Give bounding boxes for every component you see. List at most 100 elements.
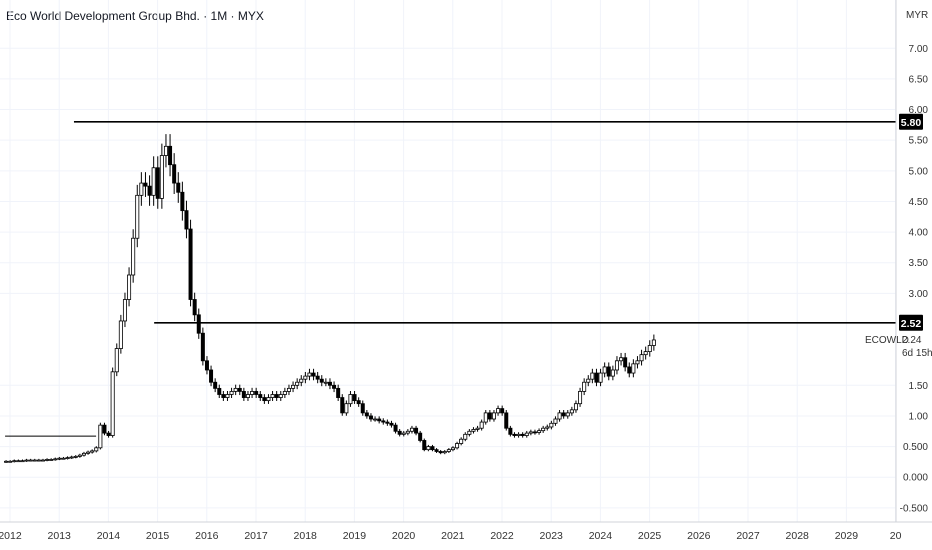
- x-tick-label: 2014: [97, 530, 121, 542]
- candles: [4, 134, 656, 463]
- y-tick-label: 5.00: [909, 166, 929, 177]
- candle-body-down: [504, 412, 509, 429]
- candle-body-up: [307, 372, 312, 377]
- candle: [24, 458, 29, 462]
- candle-body-down: [311, 372, 316, 377]
- candle-body-down: [106, 432, 111, 436]
- candle-body-up: [303, 375, 308, 380]
- candle-body-up: [163, 145, 168, 156]
- candle-body-up: [122, 299, 127, 322]
- candle-body-up: [69, 456, 74, 459]
- candle-body-down: [389, 422, 394, 426]
- x-tick-label: 2026: [687, 530, 711, 542]
- x-tick-label: 2013: [48, 530, 72, 542]
- y-tick-label: 3.00: [909, 289, 929, 300]
- candle: [553, 416, 558, 426]
- candle-body-down: [188, 228, 193, 300]
- candle: [487, 410, 492, 422]
- candle-body-up: [323, 381, 328, 384]
- candle-body-up: [53, 458, 58, 461]
- candle-body-up: [61, 457, 66, 460]
- candle: [168, 134, 173, 177]
- candle: [414, 425, 419, 436]
- candle: [532, 429, 537, 435]
- candle-body-up: [643, 351, 648, 356]
- price-tag: [899, 113, 923, 130]
- candle-body-up: [135, 194, 140, 239]
- candle-body-down: [180, 191, 185, 212]
- candle: [254, 387, 259, 399]
- candle: [651, 334, 656, 351]
- candle: [434, 448, 439, 454]
- candle-body-up: [57, 457, 62, 460]
- x-tick-label: 2028: [786, 530, 810, 542]
- x-tick-label: 2029: [835, 530, 859, 542]
- candle-body-up: [139, 182, 144, 196]
- candle-body-up: [401, 432, 406, 435]
- last-price-label: 2.24: [902, 335, 922, 346]
- y-tick-label: 7.00: [909, 44, 929, 55]
- candle-body-down: [237, 387, 242, 392]
- candle-body-down: [315, 375, 320, 380]
- candle-body-up: [573, 403, 578, 411]
- candle: [516, 432, 521, 438]
- candle: [397, 429, 402, 437]
- candle-body-down: [209, 369, 214, 383]
- candle: [381, 418, 386, 425]
- x-tick-label: 2023: [540, 530, 564, 542]
- grid-lines: [0, 0, 897, 522]
- candle: [163, 134, 168, 168]
- candle: [364, 410, 369, 419]
- candle-body-down: [196, 314, 201, 334]
- candle-body-down: [606, 366, 611, 377]
- candle-body-up: [405, 430, 410, 434]
- candle-body-down: [422, 440, 427, 451]
- y-tick-label: 0.000: [903, 473, 928, 484]
- candle-body-up: [40, 459, 45, 462]
- candle-body-up: [233, 387, 238, 392]
- candle-body-down: [254, 391, 259, 395]
- candle-body-down: [368, 415, 373, 420]
- candle-body-up: [545, 426, 550, 429]
- candle: [213, 378, 218, 393]
- candle-body-up: [639, 354, 644, 362]
- candle: [135, 184, 140, 248]
- candle-body-up: [479, 421, 484, 429]
- candle-body-up: [483, 412, 488, 423]
- candle: [438, 449, 443, 455]
- candle-body-up: [569, 409, 574, 414]
- candle: [241, 387, 246, 401]
- candle-body-down: [168, 145, 173, 166]
- candle-body-up: [450, 447, 455, 451]
- candle-body-up: [598, 372, 603, 383]
- candle: [131, 229, 136, 283]
- candle-body-up: [282, 391, 287, 395]
- candle: [614, 356, 619, 375]
- candle: [209, 365, 214, 387]
- candle-body-up: [12, 460, 17, 463]
- candle: [450, 446, 455, 452]
- candle: [278, 390, 283, 401]
- candle-body-up: [647, 345, 652, 353]
- candle: [631, 359, 636, 378]
- candle-body-down: [594, 372, 599, 383]
- candle-body-down: [623, 357, 628, 368]
- candle: [598, 368, 603, 387]
- candle: [557, 410, 562, 422]
- candle-body-down: [200, 332, 205, 362]
- candle: [127, 267, 132, 307]
- candle: [291, 381, 296, 393]
- candle: [155, 156, 160, 209]
- candle: [81, 451, 86, 457]
- candle-body-up: [635, 360, 640, 365]
- candle-body-down: [172, 164, 177, 184]
- candle: [286, 384, 291, 396]
- x-tick-label: 2016: [195, 530, 219, 542]
- candle-body-up: [131, 237, 136, 276]
- candle: [65, 456, 70, 460]
- candle: [504, 410, 509, 431]
- price-tag-label: 2.52: [901, 318, 922, 330]
- candle: [475, 425, 480, 432]
- candle: [389, 420, 394, 428]
